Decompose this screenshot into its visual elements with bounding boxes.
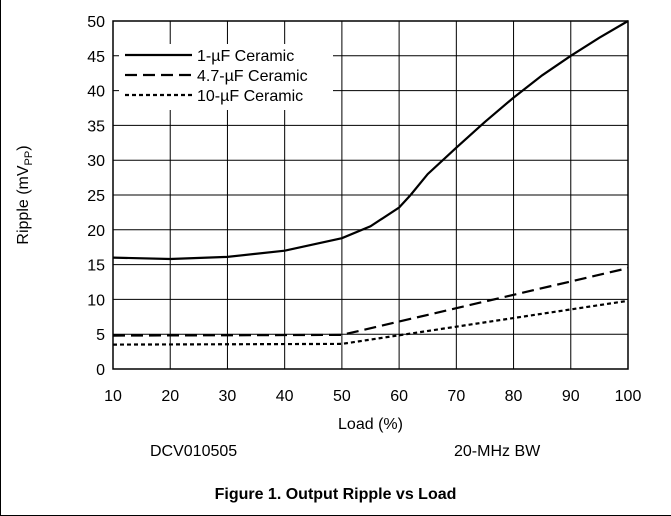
x-tick-label: 20 (161, 388, 179, 405)
series-line-1 (112, 20, 629, 261)
x-tick-label: 10 (104, 388, 122, 405)
y-axis-label-main: Ripple (mV (15, 165, 32, 244)
legend-label-1: 1-µF Ceramic (197, 48, 294, 65)
x-tick-label: 50 (333, 388, 351, 405)
y-tick-label: 20 (87, 223, 105, 240)
y-tick-label: 0 (96, 362, 105, 379)
y-axis-label-close: ) (15, 145, 32, 150)
plot-border (112, 20, 629, 370)
bandwidth-label: 20-MHz BW (454, 443, 541, 460)
legend-label-3: 10-µF Ceramic (197, 88, 303, 105)
y-tick-label: 40 (87, 84, 105, 101)
y-axis-label-sub: PP (23, 151, 35, 166)
y-tick-label: 45 (87, 49, 105, 66)
part-number-label: DCV010505 (150, 443, 238, 460)
y-tick-label: 35 (87, 118, 105, 135)
x-axis-label: Load (%) (338, 416, 403, 433)
x-tick-label: 60 (390, 388, 408, 405)
x-tick-labels: 10 20 30 40 50 60 70 80 90 100 (104, 388, 641, 405)
x-tick-label: 80 (505, 388, 523, 405)
y-tick-label: 5 (96, 327, 105, 344)
x-tick-label: 100 (615, 388, 642, 405)
y-tick-label: 10 (87, 292, 105, 309)
x-tick-label: 40 (276, 388, 294, 405)
series-line-2 (112, 267, 629, 337)
y-tick-label: 30 (87, 153, 105, 170)
x-tick-label: 90 (562, 388, 580, 405)
x-tick-label: 70 (447, 388, 465, 405)
y-axis-label: Ripple (mVPP) (15, 145, 35, 244)
series-line-3 (112, 299, 629, 346)
figure-caption: Figure 1. Output Ripple vs Load (214, 486, 457, 503)
y-tick-label: 50 (87, 14, 105, 31)
ripple-chart: 10 20 30 40 50 60 70 80 90 100 0 5 10 15 20 25 30 35 40 45… (15, 14, 641, 433)
y-tick-label: 25 (87, 188, 105, 205)
series-lines (112, 20, 629, 346)
x-tick-label: 30 (219, 388, 237, 405)
legend: 1-µF Ceramic 4.7-µF Ceramic 10-µF Ceramic (119, 44, 333, 110)
legend-label-2: 4.7-µF Ceramic (197, 68, 308, 85)
y-tick-labels: 0 5 10 15 20 25 30 35 40 45 50 (87, 14, 105, 379)
y-tick-label: 15 (87, 258, 105, 275)
